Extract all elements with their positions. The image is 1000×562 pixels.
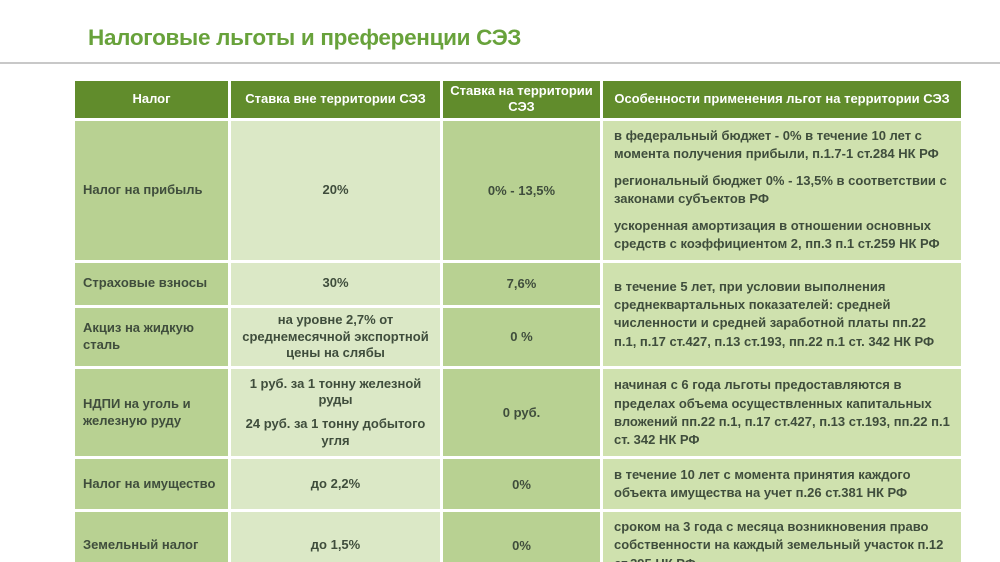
features-cell: сроком на 3 года с месяца возникновения … xyxy=(600,509,964,562)
tax-name-cell: НДПИ на уголь и железную руду xyxy=(72,366,231,460)
rate-inside-cell: 0% xyxy=(440,456,603,513)
rate-inside-cell: 0% xyxy=(440,509,603,562)
col-header-tax: Налог xyxy=(72,78,231,121)
table-row: Земельный налог до 1,5% 0% сроком на 3 г… xyxy=(72,509,964,562)
rate-inside-cell: 0 руб. xyxy=(440,366,603,460)
table-row: Страховые взносы 30% 7,6% в течение 5 ле… xyxy=(72,259,964,370)
table-header-row: Налог Ставка вне территории СЭЗ Ставка н… xyxy=(72,78,964,121)
col-header-rate-inside: Ставка на территории СЭЗ xyxy=(440,78,603,121)
rate-outside-cell: 1 руб. за 1 тонну железной руды 24 руб. … xyxy=(228,366,443,460)
feature-paragraph: в течение 5 лет, при условии выполнения … xyxy=(614,279,935,349)
features-cell: начиная с 6 года льготы предоставляются … xyxy=(600,366,964,460)
feature-paragraph: в федеральный бюджет - 0% в течение 10 л… xyxy=(614,127,939,161)
table-row: Акциз на жидкую сталь на уровне 2,7% от … xyxy=(72,304,963,370)
table-row: Налог на имущество до 2,2% 0% в течение … xyxy=(72,456,964,513)
table-row: Налог на прибыль 20% 0% - 13,5% в федера… xyxy=(72,117,964,263)
rate-outside-cell: на уровне 2,7% от среднемесячной экспорт… xyxy=(228,304,443,370)
features-cell: в федеральный бюджет - 0% в течение 10 л… xyxy=(600,117,964,263)
features-cell: в течение 10 лет с момента принятия кажд… xyxy=(600,456,964,513)
feature-paragraph: ускоренная амортизация в отношении основ… xyxy=(614,218,940,252)
rate-inside-cell: 0% - 13,5% xyxy=(440,117,603,263)
features-cell: в течение 5 лет, при условии выполнения … xyxy=(600,259,964,370)
rate-inside-cell: 0 % xyxy=(440,304,603,370)
rate-outside-cell: до 2,2% xyxy=(228,456,443,513)
tax-name-cell: Земельный налог xyxy=(72,509,231,562)
title-divider xyxy=(0,62,1000,64)
tax-name-cell: Налог на имущество xyxy=(72,456,231,513)
feature-paragraph: начиная с 6 года льготы предоставляются … xyxy=(614,377,950,447)
feature-paragraph: региональный бюджет 0% - 13,5% в соответ… xyxy=(614,172,947,207)
table-row: НДПИ на уголь и железную руду 1 руб. за … xyxy=(72,366,964,460)
feature-paragraph: сроком на 3 года с месяца возникновения … xyxy=(614,519,944,562)
rate-inside-cell: 7,6% xyxy=(440,259,603,308)
tax-name-cell: Акциз на жидкую сталь xyxy=(72,304,231,370)
tax-name-cell: Страховые взносы xyxy=(72,259,231,308)
rate-line: 1 руб. за 1 тонну железной руды xyxy=(249,375,422,408)
rate-outside-cell: 30% xyxy=(228,259,443,308)
rate-outside-cell: до 1,5% xyxy=(228,509,443,562)
page-title: Налоговые льготы и преференции СЭЗ xyxy=(88,25,521,50)
tax-benefits-table: Налог Ставка вне территории СЭЗ Ставка н… xyxy=(72,78,964,562)
col-header-rate-outside: Ставка вне территории СЭЗ xyxy=(228,78,443,121)
tax-name-cell: Налог на прибыль xyxy=(72,117,231,263)
feature-paragraph: в течение 10 лет с момента принятия кажд… xyxy=(614,467,911,501)
rate-line: 24 руб. за 1 тонну добытого угля xyxy=(245,416,426,449)
col-header-features: Особенности применения льгот на территор… xyxy=(600,78,964,121)
rate-outside-cell: 20% xyxy=(228,117,443,263)
